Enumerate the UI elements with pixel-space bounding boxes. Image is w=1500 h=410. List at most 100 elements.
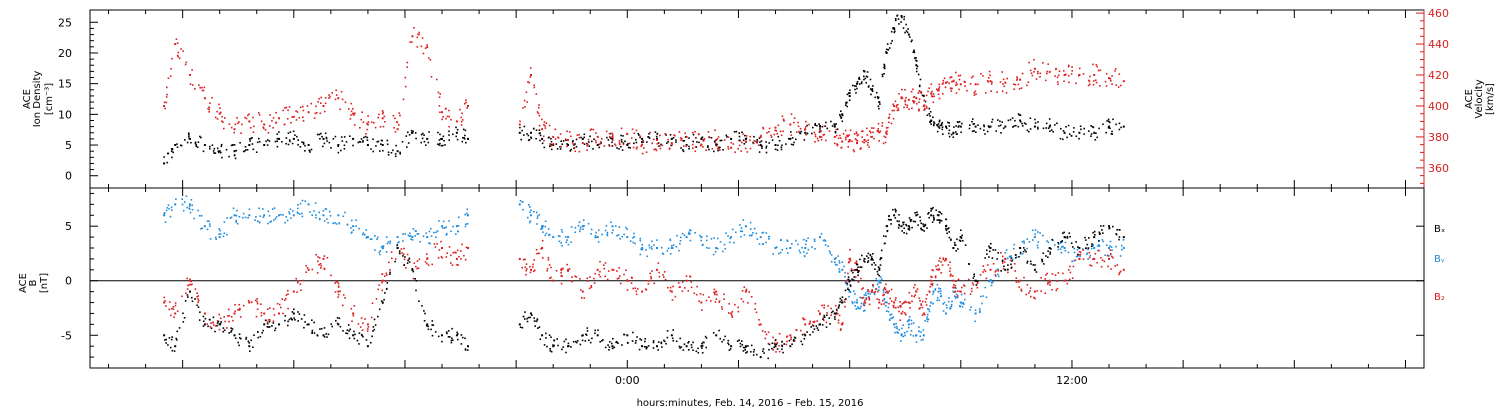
by-sample <box>752 232 754 234</box>
density-sample <box>1120 126 1122 129</box>
density-sample <box>276 140 278 142</box>
bz-sample <box>386 274 388 276</box>
bx-sample <box>431 324 433 326</box>
bz-sample <box>938 260 940 262</box>
velocity-sample <box>245 117 248 120</box>
density-sample <box>629 147 631 149</box>
by-sample <box>710 238 713 240</box>
bz-sample <box>237 309 239 311</box>
bx-sample <box>705 346 707 349</box>
bz-sample <box>758 319 760 321</box>
density-sample <box>929 121 931 124</box>
by-sample <box>719 241 722 243</box>
by-sample <box>838 268 840 270</box>
velocity-sample <box>828 130 831 132</box>
by-sample <box>724 248 727 250</box>
bz-sample <box>403 247 405 250</box>
bz-sample <box>1079 253 1082 256</box>
velocity-sample <box>937 93 940 96</box>
bz-sample <box>658 271 660 274</box>
bz-sample <box>256 300 258 303</box>
by-sample <box>854 293 856 295</box>
by-sample <box>1005 249 1008 251</box>
density-sample <box>1118 122 1121 125</box>
bx-sample <box>1075 241 1077 243</box>
bx-sample <box>1050 248 1052 250</box>
velocity-sample <box>780 134 783 137</box>
by-sample <box>258 207 260 210</box>
bx-point <box>804 334 807 337</box>
velocity-sample <box>329 95 331 98</box>
velocity-sample <box>221 120 223 122</box>
bz-sample <box>370 316 373 319</box>
bz-sample <box>571 280 573 283</box>
density-sample <box>682 150 685 153</box>
bz-sample <box>437 257 440 259</box>
by-sample <box>222 235 225 238</box>
bz-sample <box>196 296 198 298</box>
bz-sample <box>790 336 792 339</box>
velocity-sample <box>683 145 685 147</box>
bx-point <box>626 334 629 337</box>
by-sample <box>742 219 745 221</box>
bz-sample <box>560 282 563 285</box>
velocity-sample <box>1115 84 1118 86</box>
bz-sample <box>874 290 877 293</box>
by-sample <box>934 288 937 290</box>
bx-sample <box>745 352 747 354</box>
bz-sample <box>984 270 987 273</box>
density-sample <box>953 126 955 128</box>
bx-sample <box>1030 263 1032 265</box>
bx-sample <box>660 342 663 345</box>
bx-point <box>900 225 903 228</box>
density-sample <box>228 155 230 158</box>
velocity-sample <box>404 76 407 79</box>
velocity-sample <box>852 149 855 151</box>
bx-point <box>915 214 918 217</box>
density-sample <box>915 59 917 62</box>
velocity-point <box>203 97 206 100</box>
density-sample <box>896 15 898 17</box>
by-sample <box>370 238 373 241</box>
by-sample <box>446 232 448 235</box>
density-sample <box>761 147 763 149</box>
bz-sample <box>1094 252 1097 255</box>
bx-sample <box>257 331 259 333</box>
velocity-sample <box>817 139 820 142</box>
velocity-sample <box>578 150 581 153</box>
bx-sample <box>348 337 351 340</box>
bz-point <box>893 301 896 304</box>
bz-sample <box>532 270 535 273</box>
by-sample <box>687 233 690 235</box>
velocity-sample <box>1042 62 1044 64</box>
by-sample <box>223 232 226 235</box>
density-sample <box>527 134 530 137</box>
by-point <box>715 247 718 249</box>
bz-sample <box>778 345 780 347</box>
by-sample <box>292 210 294 212</box>
by-sample <box>338 222 340 224</box>
velocity-sample <box>847 146 849 148</box>
by-sample <box>896 331 898 334</box>
velocity-sample <box>702 140 705 142</box>
by-sample <box>1073 251 1076 254</box>
bx-sample <box>621 344 623 346</box>
by-sample <box>900 333 903 335</box>
bz-sample <box>847 280 849 282</box>
density-sample <box>910 40 913 43</box>
velocity-sample <box>180 48 182 50</box>
bx-sample <box>604 346 607 349</box>
bx-sample <box>752 354 755 356</box>
by-sample <box>208 220 210 223</box>
bx-sample <box>430 328 432 331</box>
bx-sample <box>607 344 609 346</box>
bx-sample <box>418 300 420 302</box>
velocity-sample <box>201 89 204 92</box>
bx-sample <box>988 256 990 258</box>
bz-sample <box>920 304 923 306</box>
by-sample <box>739 224 741 226</box>
bz-sample <box>555 270 558 272</box>
velocity-sample <box>1001 90 1004 93</box>
density-sample <box>245 149 247 151</box>
bz-sample <box>375 298 378 300</box>
